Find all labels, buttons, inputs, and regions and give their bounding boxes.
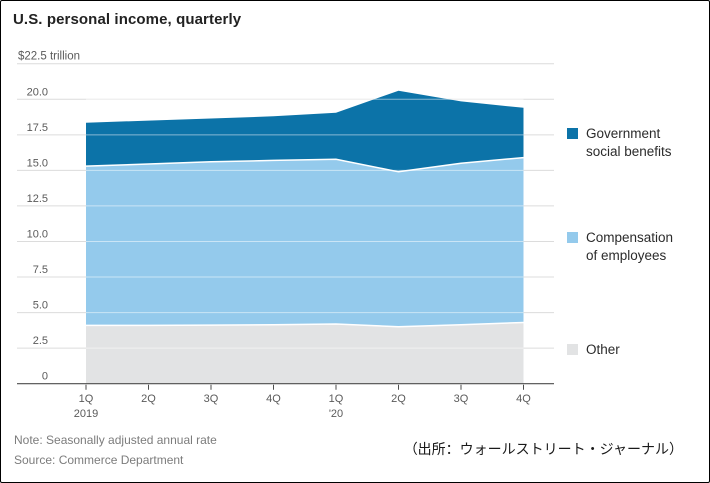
legend-label-line: social benefits [586,144,672,159]
legend-label: Compensation of employees [586,229,673,265]
x-tick-label: 1Q [79,393,94,405]
layer-separator [86,321,524,328]
legend-label-line: of employees [586,248,667,263]
x-tick-label: 2Q [141,393,156,405]
y-tick-label: $22.5 trillion [18,51,80,63]
x-tick-label: 3Q [454,393,469,405]
jp-source-attribution: （出所：ウォールストリート・ジャーナル） [403,441,683,457]
chart-title: U.S. personal income, quarterly [13,11,242,28]
legend-item-government-social-benefits: Government social benefits [567,125,672,161]
y-tick-label: 12.5 [27,193,48,205]
y-tick-label: 0 [42,371,48,383]
legend-swatch-government-social-benefits [567,128,578,139]
y-tick-label: 17.5 [27,122,48,134]
y-tick-label: 2.5 [33,335,48,347]
y-tick-label: 20.0 [27,86,48,98]
y-tick-label: 5.0 [33,300,48,312]
area-layer-government-social-benefits [86,90,524,172]
layer-separator [85,156,524,173]
legend-label: Government social benefits [586,125,672,161]
legend-label-line: Other [586,342,620,357]
x-tick-label: 1Q [329,393,344,405]
x-tick-label: 4Q [266,393,281,405]
x-tick-label: '20 [329,408,343,420]
legend-swatch-compensation-of-employees [567,232,578,243]
legend-label-line: Compensation [586,230,674,245]
y-tick-label: 7.5 [33,264,48,276]
x-tick-label: 3Q [204,393,219,405]
y-tick-label: 10.0 [27,228,48,240]
legend-swatch-other [567,344,578,355]
chart-source: Source: Commerce Department [14,453,184,467]
chart-note: Note: Seasonally adjusted annual rate [14,433,217,447]
legend-label-line: Government [586,126,661,141]
x-tick-label: 2019 [74,408,98,420]
legend-item-other: Other [567,341,620,359]
legend-label: Other [586,341,620,359]
x-tick-label: 2Q [391,393,406,405]
legend-item-compensation-of-employees: Compensation of employees [567,229,673,265]
x-tick-label: 4Q [516,393,531,405]
y-tick-label: 15.0 [27,157,48,169]
area-layer-compensation-of-employees [86,157,524,327]
area-layer-other [86,322,524,384]
